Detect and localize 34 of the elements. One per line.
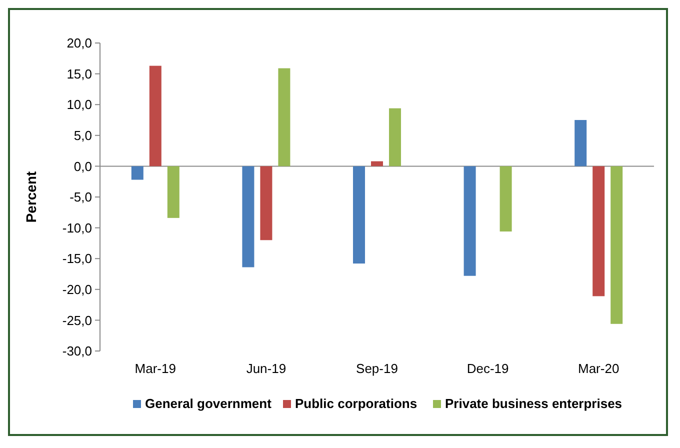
y-tick-label: -20,0 <box>62 282 92 297</box>
bar <box>167 166 180 218</box>
bar <box>353 166 365 264</box>
x-tick-label: Dec-19 <box>466 361 509 376</box>
legend-label: General government <box>145 396 272 411</box>
y-tick-label: 5,0 <box>74 128 92 143</box>
x-tick-label: Mar-19 <box>134 361 176 376</box>
y-tick-label: -15,0 <box>62 251 92 266</box>
bar <box>260 166 272 240</box>
y-tick-label: 0,0 <box>74 158 92 174</box>
legend-label: Public corporations <box>295 396 418 411</box>
bar <box>610 166 623 324</box>
y-tick-label: 10,0 <box>66 97 92 112</box>
y-tick-label: -25,0 <box>62 312 92 328</box>
bar <box>592 166 605 296</box>
bar <box>242 166 254 268</box>
y-tick-label: -5,0 <box>70 190 92 205</box>
y-axis-title: Percent <box>23 170 39 223</box>
bar <box>131 166 144 180</box>
y-tick-label: 20,0 <box>66 36 92 51</box>
bar <box>574 120 587 166</box>
bar <box>371 161 383 166</box>
legend-label: Private business enterprises <box>445 396 622 411</box>
bar <box>389 108 401 166</box>
bar <box>278 68 290 166</box>
bar <box>149 66 162 166</box>
x-tick-label: Jun-19 <box>246 361 286 376</box>
x-tick-label: Sep-19 <box>356 361 398 376</box>
bar <box>464 166 476 276</box>
y-tick-label: -30,0 <box>62 344 92 359</box>
y-tick-label: -10,0 <box>62 220 92 236</box>
x-tick-label: Mar-20 <box>578 361 620 376</box>
y-tick-label: 15,0 <box>66 66 92 82</box>
bar <box>500 166 512 232</box>
